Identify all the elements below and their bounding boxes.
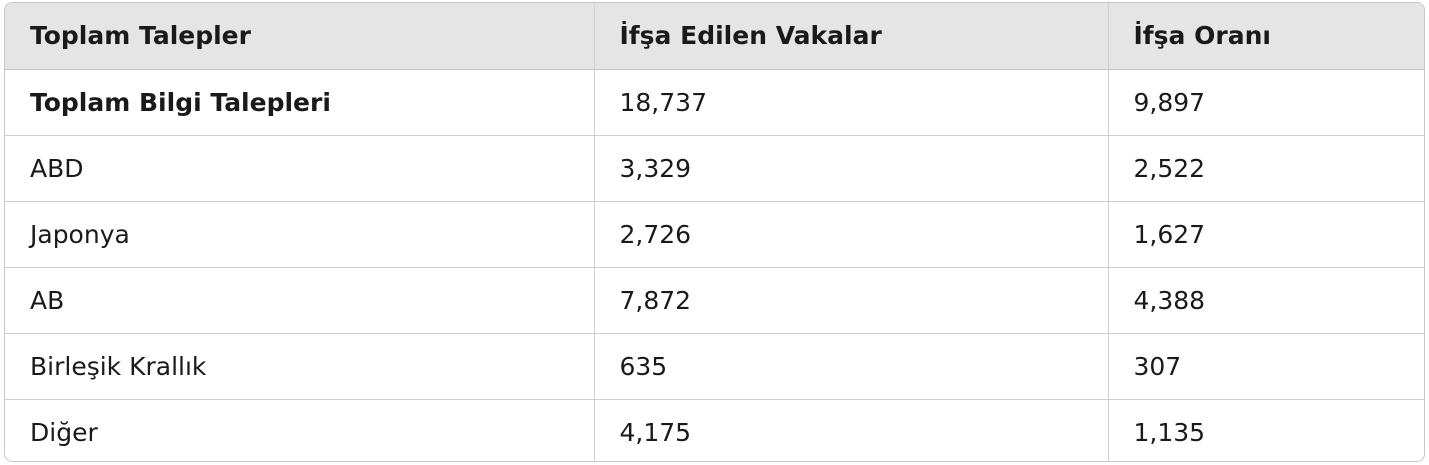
table-body: Toplam Bilgi Talepleri 18,737 9,897 ABD … xyxy=(5,69,1424,461)
table-row: ABD 3,329 2,522 xyxy=(5,135,1424,202)
header-row: Toplam Talepler İfşa Edilen Vakalar İfşa… xyxy=(5,3,1424,70)
disclosed-cases-cell: 635 xyxy=(594,333,1109,400)
row-label: Diğer xyxy=(5,399,595,461)
table-row: Toplam Bilgi Talepleri 18,737 9,897 xyxy=(5,69,1424,136)
disclosure-rate-cell: 9,897 xyxy=(1108,69,1424,136)
disclosed-cases-cell: 7,872 xyxy=(594,267,1109,334)
disclosure-rate-cell: 4,388 xyxy=(1108,267,1424,334)
row-label: Birleşik Krallık xyxy=(5,333,595,400)
disclosure-rate-cell: 1,135 xyxy=(1133,417,1206,447)
data-table: Toplam Talepler İfşa Edilen Vakalar İfşa… xyxy=(5,3,1424,461)
table-row: Japonya 2,726 1,627 xyxy=(5,201,1424,268)
column-header-disclosure-rate: İfşa Oranı xyxy=(1108,3,1424,70)
table-header: Toplam Talepler İfşa Edilen Vakalar İfşa… xyxy=(5,3,1424,70)
disclosed-cases-cell: 3,329 xyxy=(594,135,1109,202)
column-header-total-requests: Toplam Talepler xyxy=(5,3,595,70)
row-label: Toplam Bilgi Talepleri xyxy=(5,69,595,136)
column-header-disclosed-cases: İfşa Edilen Vakalar xyxy=(594,3,1109,70)
disclosed-cases-cell: 2,726 xyxy=(594,201,1109,268)
disclosure-rate-cell: 2,522 xyxy=(1108,135,1424,202)
table-row: Diğer 4,175 1,135 xyxy=(5,399,1424,461)
row-label: ABD xyxy=(5,135,595,202)
disclosed-cases-cell: 18,737 xyxy=(594,69,1109,136)
row-label: AB xyxy=(5,267,595,334)
table-row: AB 7,872 4,388 xyxy=(5,267,1424,334)
table-row: Birleşik Krallık 635 307 xyxy=(5,333,1424,400)
disclosed-cases-cell: 4,175 xyxy=(594,399,1109,461)
data-table-container: Toplam Talepler İfşa Edilen Vakalar İfşa… xyxy=(4,2,1425,462)
disclosure-rate-cell: 1,627 xyxy=(1108,201,1424,268)
row-label: Japonya xyxy=(5,201,595,268)
disclosure-rate-cell: 307 xyxy=(1108,333,1424,400)
